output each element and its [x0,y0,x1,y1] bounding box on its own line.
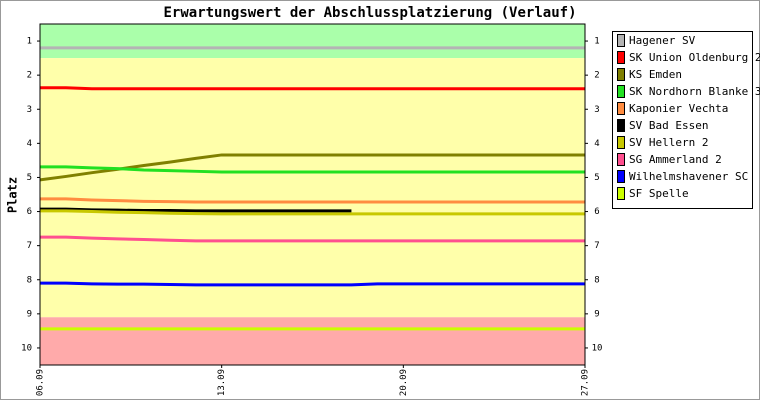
series-line [40,281,585,287]
x-tick-label: 06.09 [36,369,46,396]
legend-label: SF Spelle [629,187,689,200]
y-tick-label: 7 [27,241,32,251]
legend-swatch [617,102,625,115]
legend-label: Hagener SV [629,34,696,47]
zone [40,58,585,318]
legend-label: SK Union Oldenburg 2 [629,51,760,64]
y-tick-label-right: 5 [594,173,599,183]
legend-swatch [617,136,625,149]
y-tick-label: 3 [27,105,32,115]
legend-swatch [617,34,625,47]
legend-swatch [617,153,625,166]
legend-label: SK Nordhorn Blanke 3 [629,85,760,98]
y-tick-label-right: 1 [594,37,599,47]
legend-box [612,31,753,209]
legend-swatch [617,187,625,200]
legend: Hagener SV SK Union Oldenburg 2 KS Emden SK… [612,31,760,209]
legend-swatch [617,68,625,81]
y-tick-label: 8 [27,275,32,285]
y-tick-label-right: 7 [594,241,599,251]
zone [40,317,585,365]
legend-label: SV Bad Essen [629,119,708,132]
series-line [40,86,585,91]
series-line [40,165,585,174]
series-line [40,207,352,213]
x-tick-label: 20.09 [399,369,409,396]
y-tick-label: 1 [27,37,32,47]
series-line [40,209,585,216]
y-tick-label-right: 2 [594,71,599,81]
x-tick-label: 27.09 [581,369,591,396]
legend-label: Wilhelmshavener SC [629,170,748,183]
legend-swatch [617,51,625,64]
zone [40,24,585,59]
legend-label: SV Hellern 2 [629,136,708,149]
y-tick-label: 2 [27,71,32,81]
y-tick-label-right: 8 [594,275,599,285]
y-tick-label-right: 4 [594,139,599,149]
y-axis-label: Platz [6,177,20,213]
legend-label: KS Emden [629,68,682,81]
legend-swatch [617,170,625,183]
y-tick-label-right: 10 [592,343,603,353]
series-line [40,197,585,204]
legend-label: Kaponier Vechta [629,102,728,115]
legend-swatch [617,119,625,132]
y-tick-label-right: 9 [594,309,599,319]
series-line [39,153,585,182]
legend-swatch [617,85,625,98]
series-line [40,235,585,243]
y-tick-label: 5 [27,173,32,183]
plot-frame [39,23,586,366]
chart-title: Erwartungswert der Abschlussplatzierung … [163,5,576,21]
x-tick-label: 13.09 [217,369,227,396]
y-tick-label: 9 [27,309,32,319]
legend-label: SG Ammerland 2 [629,153,722,166]
y-tick-label: 10 [21,343,32,353]
y-tick-label-right: 3 [594,105,599,115]
y-tick-label: 4 [27,139,32,149]
y-tick-label-right: 6 [594,207,599,217]
y-tick-label: 6 [27,207,32,217]
